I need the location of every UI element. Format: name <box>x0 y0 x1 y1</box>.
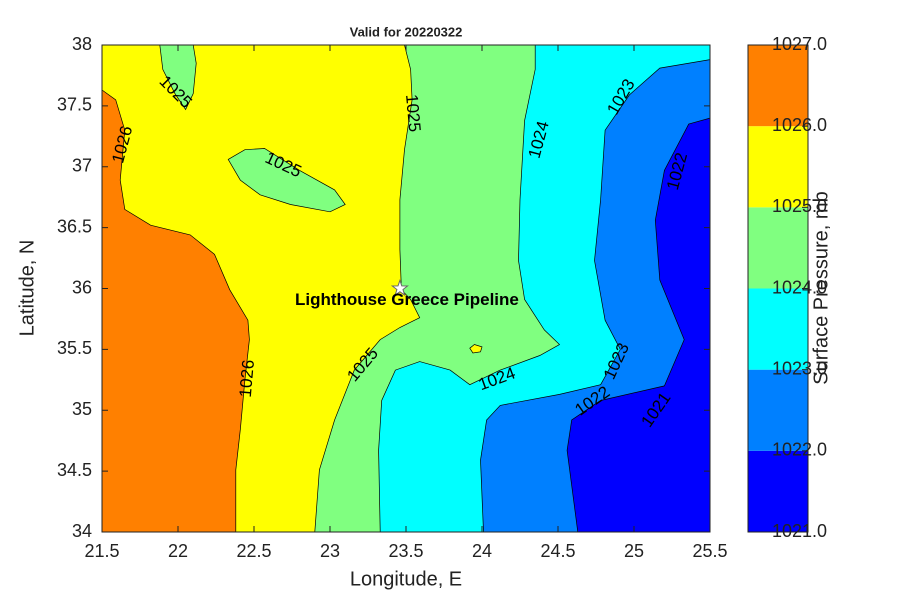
y-axis-label: Latitude, N <box>16 240 38 337</box>
contour-label: 1026 <box>236 359 258 398</box>
colorbar-band <box>748 288 808 370</box>
y-tick-label: 35 <box>72 399 92 419</box>
overlay: Lighthouse Greece Pipeline 21.5 22 22.5 23 23… <box>57 34 728 561</box>
colorbar-tick-label: 1025.0 <box>772 196 827 216</box>
y-tick-label: 37.5 <box>57 95 92 115</box>
colorbar-tick-label: 1022.0 <box>772 440 827 460</box>
colorbar-tick-label: 1024.0 <box>772 277 827 297</box>
x-tick-label: 23 <box>320 541 340 561</box>
x-tick-label: 25.5 <box>692 541 727 561</box>
y-tick-label: 37 <box>72 156 92 176</box>
colorbar-band <box>748 45 808 127</box>
colorbar-band <box>748 369 808 451</box>
contour-label: 1025 <box>402 93 424 132</box>
colorbar-band <box>748 126 808 208</box>
colorbar-band <box>748 450 808 532</box>
y-tick-label: 35.5 <box>57 338 92 358</box>
x-axis-label: Longitude, E <box>350 568 462 590</box>
contour-region <box>102 89 250 532</box>
location-marker <box>390 278 409 297</box>
x-tick-label: 25 <box>624 541 644 561</box>
colorbar-band <box>748 207 808 289</box>
contour-region <box>227 148 346 213</box>
y-tick-label: 36.5 <box>57 216 92 236</box>
x-tick-label: 22 <box>168 541 188 561</box>
x-tick-label: 24.5 <box>540 541 575 561</box>
x-tick-label: 21.5 <box>84 541 119 561</box>
colorbar-tick-label: 1027.0 <box>772 34 827 54</box>
colorbar-tick-label: 1026.0 <box>772 115 827 135</box>
y-tick-label: 36 <box>72 277 92 297</box>
y-tick-label: 34 <box>72 521 92 541</box>
x-tick-label: 23.5 <box>388 541 423 561</box>
annotation: Lighthouse Greece Pipeline <box>295 290 519 309</box>
y-tick-label: 38 <box>72 34 92 54</box>
colorbar-label: Surface Pressure, mb <box>810 191 832 384</box>
x-tick-label: 22.5 <box>236 541 271 561</box>
y-tick-label: 34.5 <box>57 460 92 480</box>
contour-region <box>469 344 483 354</box>
contour-region <box>159 45 197 111</box>
chart-title: Valid for 20220322 <box>350 24 463 39</box>
colorbar-tick-label: 1023.0 <box>772 358 827 378</box>
x-tick-label: 24 <box>472 541 492 561</box>
colorbar-tick-label: 1021.0 <box>772 521 827 541</box>
